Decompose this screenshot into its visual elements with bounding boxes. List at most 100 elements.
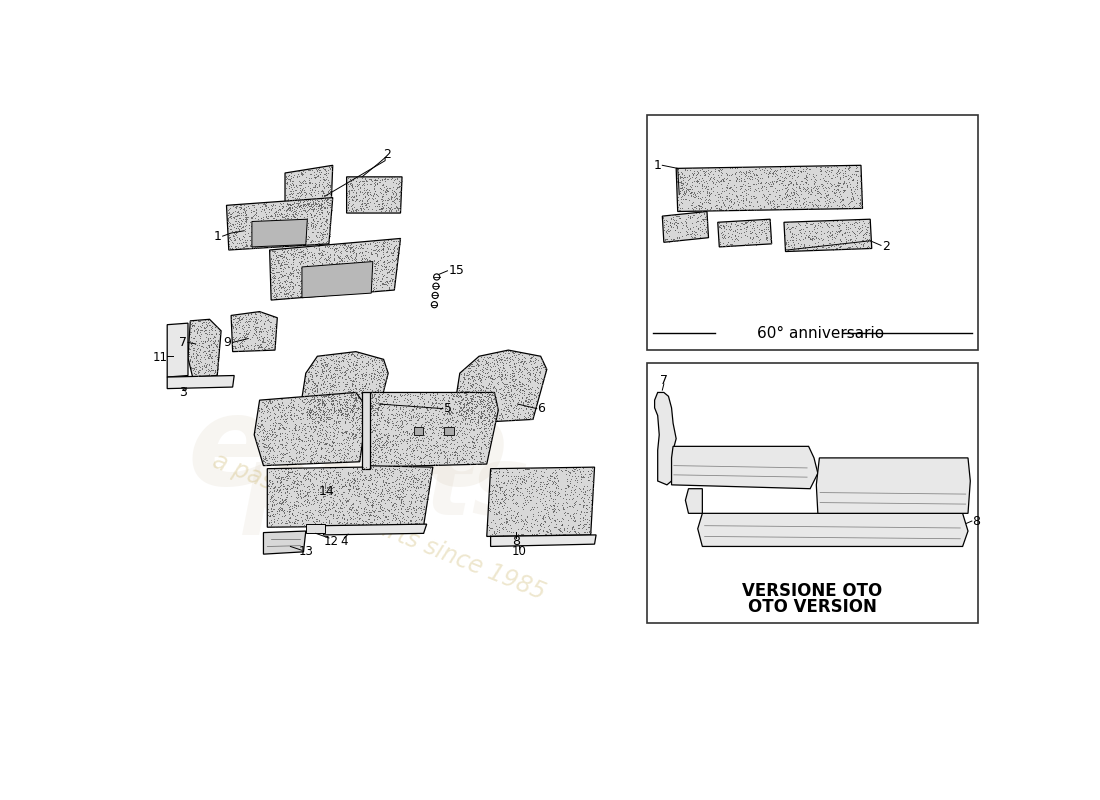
Point: [197, 361, 215, 374]
Point: [527, 367, 544, 380]
Point: [810, 194, 827, 206]
Point: [200, 350, 218, 362]
Point: [331, 516, 349, 529]
Point: [427, 439, 444, 452]
Point: [311, 496, 329, 509]
Point: [323, 242, 341, 254]
Point: [351, 371, 369, 384]
Point: [485, 403, 503, 416]
Point: [355, 421, 373, 434]
Point: [343, 404, 361, 417]
Point: [400, 442, 418, 454]
Point: [274, 470, 292, 483]
Point: [295, 164, 312, 177]
Point: [363, 360, 381, 373]
Point: [365, 368, 383, 381]
Point: [503, 353, 520, 366]
Point: [388, 393, 406, 406]
Point: [276, 407, 294, 420]
Point: [355, 406, 373, 418]
Point: [350, 431, 367, 444]
Point: [315, 184, 332, 197]
Point: [278, 245, 296, 258]
Point: [305, 278, 322, 290]
Point: [478, 403, 496, 416]
Point: [450, 404, 468, 417]
Point: [268, 404, 286, 417]
Point: [416, 468, 433, 481]
Point: [296, 287, 314, 300]
Point: [230, 219, 248, 232]
Point: [385, 184, 403, 197]
Point: [673, 190, 691, 202]
Point: [324, 398, 342, 410]
Point: [374, 401, 392, 414]
Point: [337, 284, 354, 297]
Point: [307, 420, 324, 433]
Point: [373, 495, 390, 508]
Point: [282, 402, 299, 414]
Point: [789, 164, 806, 177]
Point: [309, 365, 327, 378]
Point: [490, 469, 507, 482]
Point: [503, 363, 520, 376]
Point: [509, 510, 527, 523]
Point: [227, 340, 244, 353]
Point: [312, 463, 330, 476]
Point: [308, 496, 326, 509]
Point: [374, 383, 392, 396]
Point: [381, 182, 398, 194]
Point: [661, 219, 679, 232]
Point: [224, 313, 242, 326]
Point: [322, 412, 340, 425]
Point: [383, 193, 400, 206]
Point: [258, 426, 276, 439]
Point: [772, 177, 790, 190]
Point: [327, 419, 344, 432]
Point: [299, 386, 317, 399]
Point: [683, 199, 701, 212]
Point: [343, 405, 361, 418]
Point: [245, 322, 263, 335]
Point: [304, 249, 321, 262]
Point: [277, 414, 295, 427]
Point: [288, 275, 306, 288]
Point: [282, 466, 299, 478]
Point: [320, 159, 338, 172]
Point: [544, 498, 562, 511]
Point: [304, 200, 321, 213]
Point: [278, 274, 296, 287]
Point: [366, 442, 384, 455]
Point: [251, 219, 268, 232]
Point: [285, 500, 303, 513]
Point: [314, 270, 331, 282]
Point: [688, 226, 705, 239]
Point: [715, 230, 733, 243]
Point: [327, 277, 344, 290]
Point: [321, 413, 339, 426]
Point: [393, 420, 410, 433]
Point: [235, 321, 253, 334]
Point: [814, 182, 832, 194]
Point: [730, 173, 748, 186]
Point: [315, 245, 332, 258]
Point: [481, 408, 498, 421]
Point: [302, 366, 320, 378]
Point: [569, 526, 586, 539]
Point: [362, 472, 380, 485]
Point: [327, 384, 344, 397]
Point: [465, 452, 483, 465]
Point: [392, 176, 409, 189]
Point: [289, 220, 307, 233]
Point: [293, 497, 310, 510]
Point: [367, 194, 385, 207]
Point: [316, 386, 333, 399]
Point: [255, 342, 273, 355]
Point: [557, 506, 574, 518]
Point: [799, 174, 816, 187]
Point: [304, 177, 321, 190]
Point: [296, 246, 314, 259]
Point: [495, 493, 513, 506]
Point: [526, 369, 543, 382]
Point: [324, 480, 342, 493]
